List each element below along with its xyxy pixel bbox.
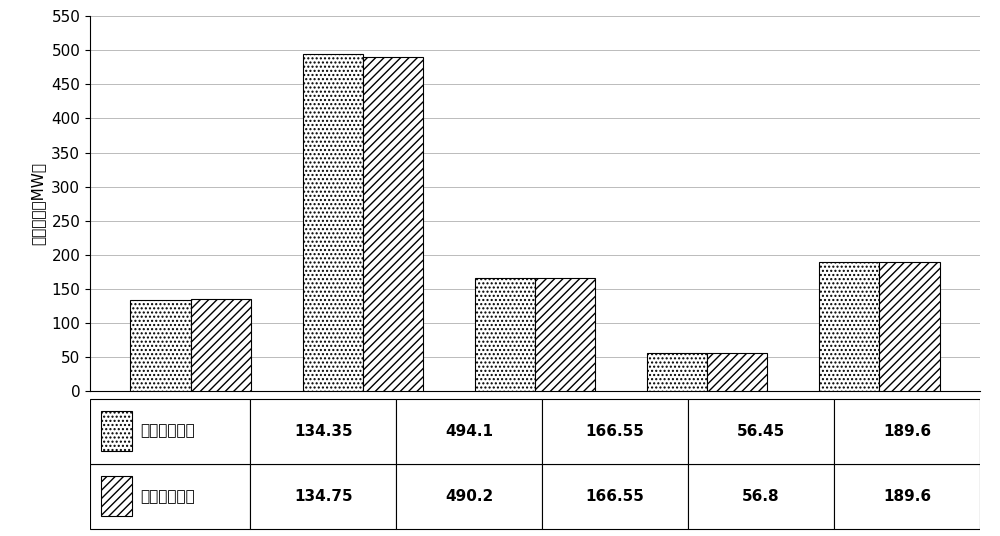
Bar xyxy=(250,399,396,464)
Bar xyxy=(834,464,980,528)
Bar xyxy=(191,299,251,391)
Text: 充放电控制前: 充放电控制前 xyxy=(141,423,195,438)
Bar xyxy=(688,399,834,464)
Bar xyxy=(819,262,879,391)
Bar xyxy=(834,399,980,464)
Bar xyxy=(90,399,250,464)
Bar xyxy=(647,353,707,391)
Bar xyxy=(101,411,132,451)
Text: 189.6: 189.6 xyxy=(883,489,931,504)
Bar xyxy=(396,399,542,464)
Bar xyxy=(688,464,834,528)
Bar xyxy=(707,353,767,391)
Bar xyxy=(542,464,688,528)
Text: 充放电控制后: 充放电控制后 xyxy=(141,489,195,504)
Bar xyxy=(250,464,396,528)
Text: 494.1: 494.1 xyxy=(445,423,493,438)
Text: 134.35: 134.35 xyxy=(294,423,352,438)
Bar xyxy=(475,278,535,391)
Text: 189.6: 189.6 xyxy=(883,423,931,438)
Bar xyxy=(303,54,363,391)
Text: 56.45: 56.45 xyxy=(737,423,785,438)
Text: 490.2: 490.2 xyxy=(445,489,493,504)
Bar xyxy=(535,278,595,391)
Text: 166.55: 166.55 xyxy=(586,489,645,504)
Y-axis label: 有功潮流（MW）: 有功潮流（MW） xyxy=(31,162,46,245)
Bar xyxy=(363,57,423,391)
Text: 166.55: 166.55 xyxy=(586,423,645,438)
Text: 134.75: 134.75 xyxy=(294,489,352,504)
Bar xyxy=(130,300,191,391)
Bar xyxy=(542,399,688,464)
Bar xyxy=(101,476,132,517)
Bar xyxy=(396,464,542,528)
Text: 56.8: 56.8 xyxy=(742,489,780,504)
Bar xyxy=(90,464,250,528)
Bar xyxy=(879,262,940,391)
